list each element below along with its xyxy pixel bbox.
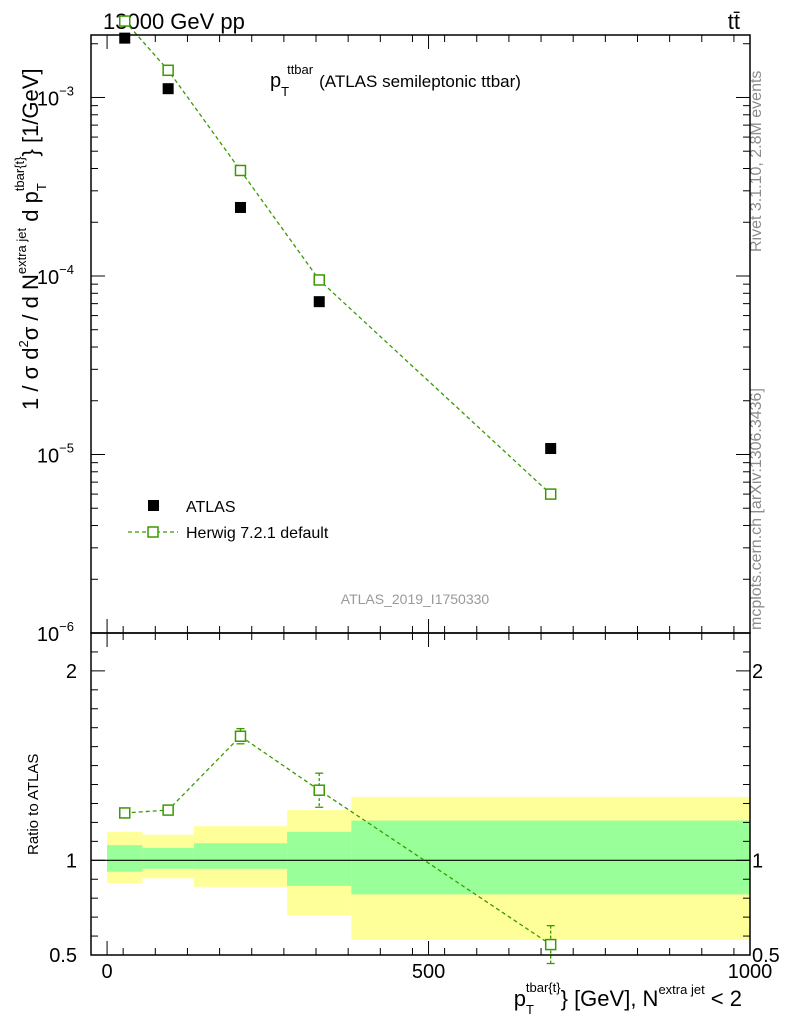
main-y-tick-exp-4: −6 — [59, 619, 74, 634]
legend-herwig-label: Herwig 7.2.1 default — [186, 525, 329, 542]
ylabel-p3-sup: tbar{t} — [12, 156, 27, 191]
mcplots-label: mcplots.cern.ch [arXiv:1306.3436] — [748, 388, 765, 630]
main-y-tick-label-2: 10−4 — [37, 262, 74, 289]
herwig-ratio-point-4 — [544, 938, 557, 951]
atlas-point-0 — [119, 32, 131, 44]
xlabel-p3: < 2 — [705, 986, 742, 1011]
ylabel-p1: 1 / σ d — [18, 348, 43, 411]
ratio-y-tick-label-left-1: 1 — [66, 850, 77, 872]
xlabel-p1-sub: T — [526, 1002, 534, 1017]
ratio-y-tick-label-left-0: 0.5 — [49, 945, 77, 967]
herwig-point-3 — [313, 274, 325, 286]
main-y-tick-base-3: 10 — [37, 445, 59, 467]
legend-herwig-marker — [147, 526, 159, 538]
stat-band-1 — [142, 847, 194, 869]
atlas-point-3 — [313, 296, 325, 308]
legend-atlas-marker — [148, 500, 159, 511]
main-y-axis-label: 1 / σ d2σ / d Nextra jet d pTtbar{t}} [1… — [12, 68, 49, 410]
xlabel-p1: p — [514, 986, 526, 1011]
herwig-ratio-point-0 — [119, 807, 131, 819]
herwig-ratio-line — [124, 735, 552, 946]
main-frame — [90, 34, 751, 634]
main-y-tick-base-2: 10 — [37, 267, 59, 289]
ylabel-p3-sub: T — [34, 183, 49, 191]
x-axis-label: pTtbar{t}} [GeV], Nextra jet < 2 — [514, 980, 742, 1017]
rivet-label: Rivet 3.1.10, 2.8M events — [748, 71, 765, 252]
herwig-point-4 — [544, 488, 557, 500]
main-y-tick-base-4: 10 — [37, 624, 59, 646]
herwig-point-1 — [162, 64, 174, 77]
ratio-bands — [91, 796, 750, 940]
process-label: tt̄ — [728, 9, 740, 34]
main-y-tick-label-3: 10−5 — [37, 440, 74, 467]
plot-title-sup: ttbar — [287, 62, 314, 77]
ratio-marks — [119, 728, 557, 965]
ylabel-p4: } [1/GeV] — [18, 68, 43, 156]
ratio-frame — [90, 632, 751, 956]
main-y-tick-exp-1: −3 — [59, 83, 74, 98]
legend: ATLAS Herwig 7.2.1 default — [128, 499, 329, 542]
ylabel-p2-sup: extra jet — [14, 227, 29, 274]
herwig-ratio-point-2 — [234, 730, 247, 742]
ratio-y-tick-label-right-2: 2 — [752, 661, 763, 683]
ratio-y-tick-label-right-0: 0.5 — [752, 945, 780, 967]
xlabel-p2: } [GeV], N — [561, 986, 659, 1011]
stat-band-0 — [107, 845, 143, 872]
main-y-tick-exp-2: −4 — [59, 262, 74, 277]
stat-band-4 — [351, 820, 750, 895]
x-tick-label-1: 500 — [412, 961, 445, 983]
plot-title-sub: T — [281, 84, 289, 99]
main-y-tick-label-4: 10−6 — [37, 619, 74, 646]
stat-band-3 — [287, 831, 352, 886]
herwig-line — [124, 20, 552, 495]
main-y-tick-exp-3: −5 — [59, 440, 74, 455]
main-marks — [119, 15, 557, 500]
atlas-point-1 — [162, 83, 174, 95]
main-y-tick-label-1: 10−3 — [37, 83, 74, 110]
ratio-y-tick-label-left-2: 2 — [66, 661, 77, 683]
plot-title-p: p — [270, 70, 281, 92]
herwig-ratio-point-3 — [313, 784, 325, 796]
ylabel-p1-sup: 2 — [16, 340, 31, 347]
x-tick-label-2: 1000 — [728, 961, 773, 983]
plot-title: pTttbar (ATLAS semileptonic ttbar) — [270, 62, 521, 99]
analysis-id: ATLAS_2019_I1750330 — [341, 591, 490, 607]
herwig-point-0 — [119, 15, 131, 27]
ylabel-p2: σ / d N — [18, 274, 43, 340]
herwig-point-2 — [234, 164, 247, 177]
xlabel-p2-sup: extra jet — [658, 982, 705, 997]
main-y-tick-base-1: 10 — [37, 88, 59, 110]
atlas-point-4 — [545, 443, 557, 455]
herwig-ratio-point-1 — [162, 804, 174, 816]
x-tick-label-0: 0 — [102, 961, 113, 983]
atlas-point-2 — [234, 201, 246, 213]
ylabel-p3: d p — [18, 191, 43, 228]
legend-atlas-label: ATLAS — [186, 499, 236, 516]
plot-title-rest: (ATLAS semileptonic ttbar) — [319, 72, 521, 91]
ratio-y-tick-label-right-1: 1 — [752, 850, 763, 872]
ratio-y-axis-label: Ratio to ATLAS — [25, 754, 42, 855]
stat-band-2 — [193, 843, 288, 869]
xlabel-p1-sup: tbar{t} — [526, 980, 561, 995]
